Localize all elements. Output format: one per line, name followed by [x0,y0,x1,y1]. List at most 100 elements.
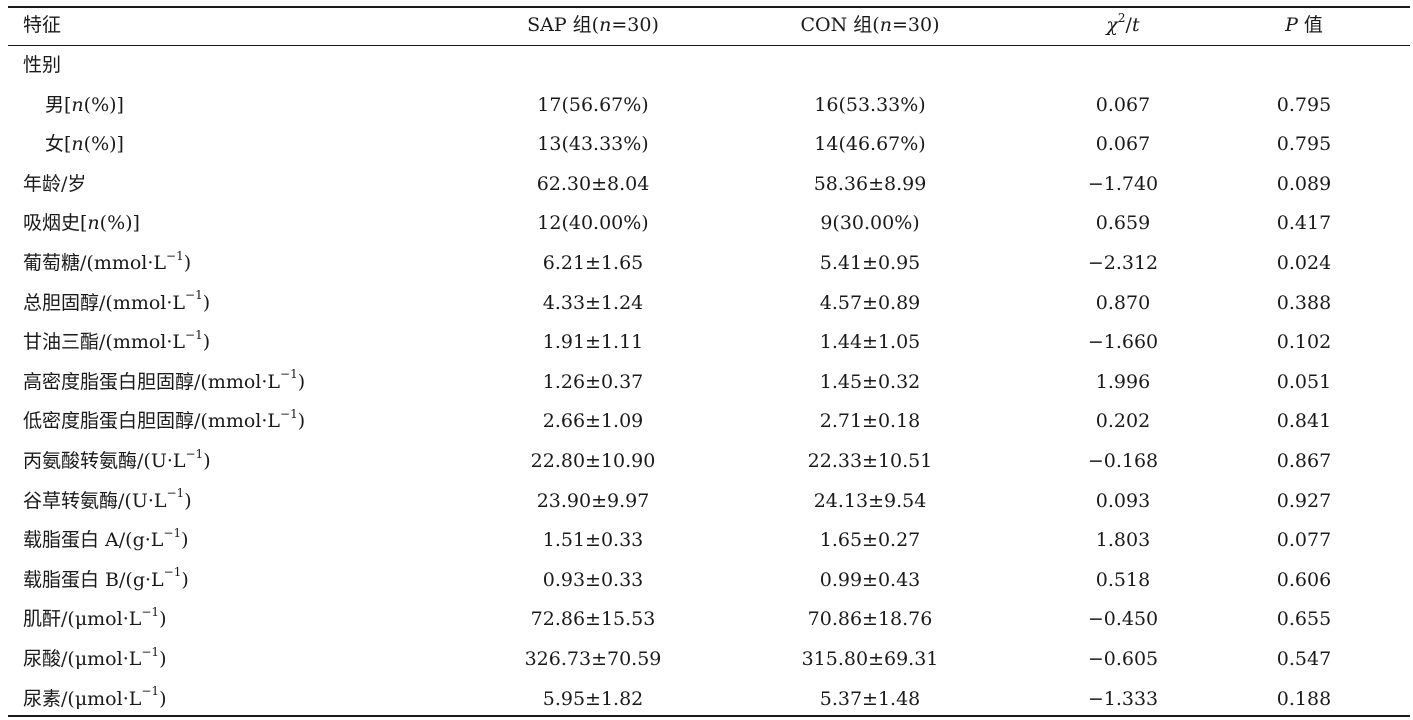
statistic-value: −1.333 [1087,687,1159,710]
con-value: 0.99±0.43 [819,568,921,591]
table-row: 吸烟史[n(%)] 12(40.00%) 9(30.00%) 0.659 0.417 [8,204,1410,244]
row-label-exponent: −1 [185,288,203,303]
row-label-exponent: −1 [280,407,298,422]
row-label-close: ) [181,568,189,591]
row-label: 男[n(%)] [45,86,124,126]
p-value: 0.024 [1276,252,1332,274]
sap-value [478,46,708,86]
con-value: 5.41±0.95 [819,252,921,274]
statistic-value: 0.659 [1095,212,1151,235]
sap-value: 2.66±1.09 [542,410,644,433]
sap-value: 4.33±1.24 [542,291,644,314]
con-value: 70.86±18.76 [807,608,933,631]
header-con-group: CON 组(n=30) [755,6,985,45]
p-value: 0.417 [1276,212,1332,235]
p-value [1204,46,1404,86]
row-label-text: 丙氨酸转氨酶/(U·L [23,450,186,472]
p-value: 0.841 [1276,410,1332,433]
row-label-close: ) [159,648,167,670]
sap-value: 1.26±0.37 [542,370,644,393]
row-label-text: 载脂蛋白 A/(g·L [23,529,164,552]
row-label-close: ) [181,529,189,552]
table-row: 男[n(%)] 17(56.67%) 16(53.33%) 0.067 0.795 [8,86,1410,126]
p-value: 0.547 [1276,648,1332,670]
p-value: 0.795 [1276,93,1332,116]
sap-value: 6.21±1.65 [542,252,644,274]
statistic-value: −0.450 [1087,608,1159,631]
row-label: 低密度脂蛋白胆固醇/(mmol·L−1) [23,402,305,442]
table-header-row: 特征 SAP 组(n=30) CON 组(n=30) χ2/t P 值 [8,6,1410,46]
row-label-text: 高密度脂蛋白胆固醇/(mmol·L [23,370,281,393]
sap-value: 5.95±1.82 [542,687,644,710]
row-label-text: 谷草转氨酶/(U·L [23,489,167,512]
row-label-exponent: −1 [163,565,182,580]
row-label-text: 女[ [45,133,72,156]
header-statistic: χ2/t [1023,6,1223,45]
row-label: 载脂蛋白 A/(g·L−1) [23,521,189,561]
row-label-text: 载脂蛋白 B/(g·L [23,568,164,591]
header-con-suffix: =30) [891,14,940,36]
p-value: 0.188 [1276,687,1332,710]
con-value: 1.44±1.05 [819,331,921,354]
p-value: 0.606 [1276,568,1332,591]
row-label: 性别 [23,54,62,76]
con-value: 1.45±0.32 [819,370,921,393]
statistic-value: −1.660 [1087,331,1159,354]
row-label: 葡萄糖/(mmol·L−1) [23,244,191,284]
row-label-exponent: −1 [185,446,204,461]
row-label: 年龄/岁 [23,172,87,195]
statistic-value: 0.093 [1095,489,1151,512]
row-label-close: (%)] [83,93,124,116]
sap-value: 13(43.33%) [537,133,649,156]
table-row: 低密度脂蛋白胆固醇/(mmol·L−1) 2.66±1.09 2.71±0.18 0.… [8,402,1410,442]
row-label-close: ) [159,687,167,710]
row-label-exponent: −1 [166,248,184,263]
con-value [755,46,985,86]
table-row: 尿素/(μmol·L−1) 5.95±1.82 5.37±1.48 −1.333 0.1… [8,680,1410,720]
header-sap-group: SAP 组(n=30) [478,6,708,45]
row-label-close: ) [183,252,192,274]
con-value: 9(30.00%) [820,212,920,235]
row-label-close: (%)] [83,133,124,156]
row-label-close: ) [203,450,211,472]
header-p-value: P 值 [1204,6,1404,45]
con-value: 2.71±0.18 [819,410,921,433]
row-label-close: ) [184,489,192,512]
p-value: 0.655 [1276,608,1332,631]
sap-value: 0.93±0.33 [542,568,644,591]
con-value: 22.33±10.51 [807,450,933,472]
row-label-close: (%)] [99,212,140,235]
statistic-value: 1.996 [1095,370,1151,393]
p-value: 0.102 [1276,331,1332,354]
table-row: 总胆固醇/(mmol·L−1) 4.33±1.24 4.57±0.89 0.870 0.… [8,284,1410,324]
row-label-exponent: −1 [163,525,182,540]
sap-value: 62.30±8.04 [536,172,650,195]
row-label-exponent: −1 [185,327,203,342]
row-label-text: 尿酸/(μmol·L [23,648,142,670]
table-row: 谷草转氨酶/(U·L−1) 23.90±9.97 24.13±9.54 0.093 0.… [8,482,1410,522]
row-label-text: 尿素/(μmol·L [23,687,142,710]
table-row: 性别 [8,46,1410,86]
con-value: 58.36±8.99 [813,172,927,195]
row-label: 谷草转氨酶/(U·L−1) [23,482,192,522]
con-value: 24.13±9.54 [813,489,927,512]
con-value: 16(53.33%) [814,93,926,116]
row-label-close: ) [297,370,306,393]
header-chi-sup: 2 [1117,10,1126,25]
sap-value: 1.51±0.33 [542,529,644,552]
table-top-rule [8,6,1410,8]
row-label-exponent: −1 [141,644,160,659]
p-value: 0.051 [1276,370,1332,393]
statistic-value: −0.168 [1087,450,1159,472]
con-value: 14(46.67%) [814,133,926,156]
header-sap-suffix: =30) [611,14,659,36]
header-t-symbol: t [1131,14,1140,36]
row-label: 尿素/(μmol·L−1) [23,680,166,720]
row-label: 肌酐/(μmol·L−1) [23,600,166,640]
statistic-value: −0.605 [1087,648,1159,670]
statistic-value [1023,46,1223,86]
p-value: 0.867 [1276,450,1332,472]
sap-value: 12(40.00%) [537,212,649,235]
sap-value: 72.86±15.53 [530,608,656,631]
row-label-text: 总胆固醇/(mmol·L [23,291,186,314]
